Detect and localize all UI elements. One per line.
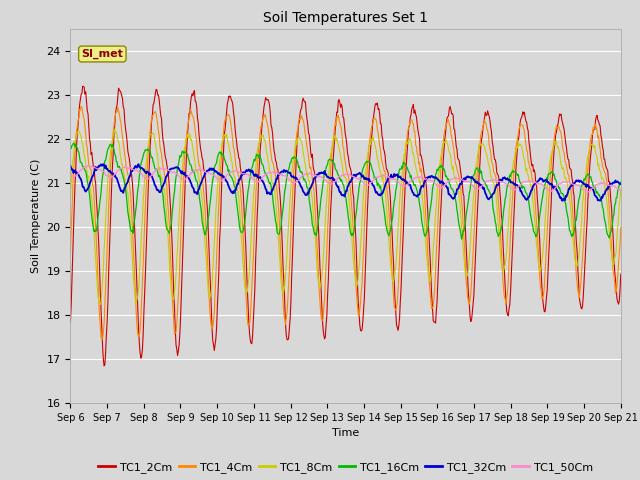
TC1_32Cm (429, 175, 437, 180)
TC1_32Cm (219, 174, 227, 180)
TC1_4Cm (414, 152, 422, 158)
TC1_2Cm (100, 363, 108, 369)
TC1_32Cm (99, 161, 107, 167)
TC1_8Cm (67, 195, 74, 201)
TC1_16Cm (429, 182, 437, 188)
TC1_2Cm (77, 97, 84, 103)
TC1_8Cm (97, 302, 104, 308)
TC1_50Cm (134, 168, 141, 174)
TC1_50Cm (429, 179, 437, 184)
TC1_4Cm (220, 129, 227, 134)
TC1_50Cm (190, 168, 198, 173)
TC1_2Cm (220, 150, 227, 156)
TC1_4Cm (430, 294, 438, 300)
TC1_16Cm (77, 159, 85, 165)
TC1_8Cm (220, 137, 227, 143)
TC1_2Cm (414, 128, 422, 133)
TC1_4Cm (191, 121, 198, 127)
TC1_8Cm (77, 132, 84, 137)
TC1_16Cm (70, 140, 77, 146)
Line: TC1_50Cm: TC1_50Cm (70, 166, 621, 192)
TC1_50Cm (617, 188, 625, 193)
TC1_4Cm (77, 103, 85, 109)
TC1_50Cm (83, 163, 91, 168)
TC1_8Cm (414, 175, 422, 180)
TC1_8Cm (111, 126, 118, 132)
TC1_2Cm (430, 319, 438, 325)
TC1_32Cm (134, 162, 141, 168)
TC1_8Cm (617, 186, 625, 192)
Line: TC1_8Cm: TC1_8Cm (70, 129, 621, 305)
Text: SI_met: SI_met (81, 49, 124, 59)
TC1_8Cm (191, 156, 198, 161)
TC1_32Cm (77, 175, 84, 181)
TC1_2Cm (617, 271, 625, 277)
Y-axis label: Soil Temperature (C): Soil Temperature (C) (31, 159, 41, 273)
TC1_16Cm (413, 188, 421, 194)
TC1_4Cm (67, 251, 74, 256)
TC1_32Cm (413, 194, 421, 200)
TC1_8Cm (134, 286, 142, 292)
TC1_4Cm (77, 107, 84, 113)
TC1_2Cm (67, 320, 74, 326)
TC1_32Cm (617, 181, 625, 187)
TC1_2Cm (134, 324, 142, 330)
TC1_50Cm (67, 171, 74, 177)
TC1_50Cm (413, 175, 421, 180)
X-axis label: Time: Time (332, 429, 359, 438)
Line: TC1_16Cm: TC1_16Cm (70, 143, 621, 239)
Line: TC1_2Cm: TC1_2Cm (70, 86, 621, 366)
TC1_50Cm (584, 190, 592, 195)
Line: TC1_32Cm: TC1_32Cm (70, 164, 621, 201)
TC1_32Cm (190, 186, 198, 192)
TC1_50Cm (219, 176, 227, 182)
TC1_4Cm (134, 334, 142, 339)
TC1_32Cm (67, 163, 74, 168)
TC1_16Cm (134, 187, 141, 192)
TC1_4Cm (98, 336, 106, 342)
TC1_50Cm (77, 168, 84, 173)
TC1_4Cm (617, 225, 625, 230)
TC1_2Cm (79, 84, 86, 89)
TC1_16Cm (190, 167, 198, 173)
Line: TC1_4Cm: TC1_4Cm (70, 106, 621, 339)
Title: Soil Temperatures Set 1: Soil Temperatures Set 1 (263, 11, 428, 25)
TC1_2Cm (191, 88, 198, 94)
Legend: TC1_2Cm, TC1_4Cm, TC1_8Cm, TC1_16Cm, TC1_32Cm, TC1_50Cm: TC1_2Cm, TC1_4Cm, TC1_8Cm, TC1_16Cm, TC1… (94, 457, 597, 477)
TC1_32Cm (559, 198, 566, 204)
TC1_16Cm (219, 151, 227, 157)
TC1_16Cm (458, 236, 465, 242)
TC1_16Cm (617, 179, 625, 185)
TC1_8Cm (430, 238, 438, 243)
TC1_16Cm (67, 146, 74, 152)
